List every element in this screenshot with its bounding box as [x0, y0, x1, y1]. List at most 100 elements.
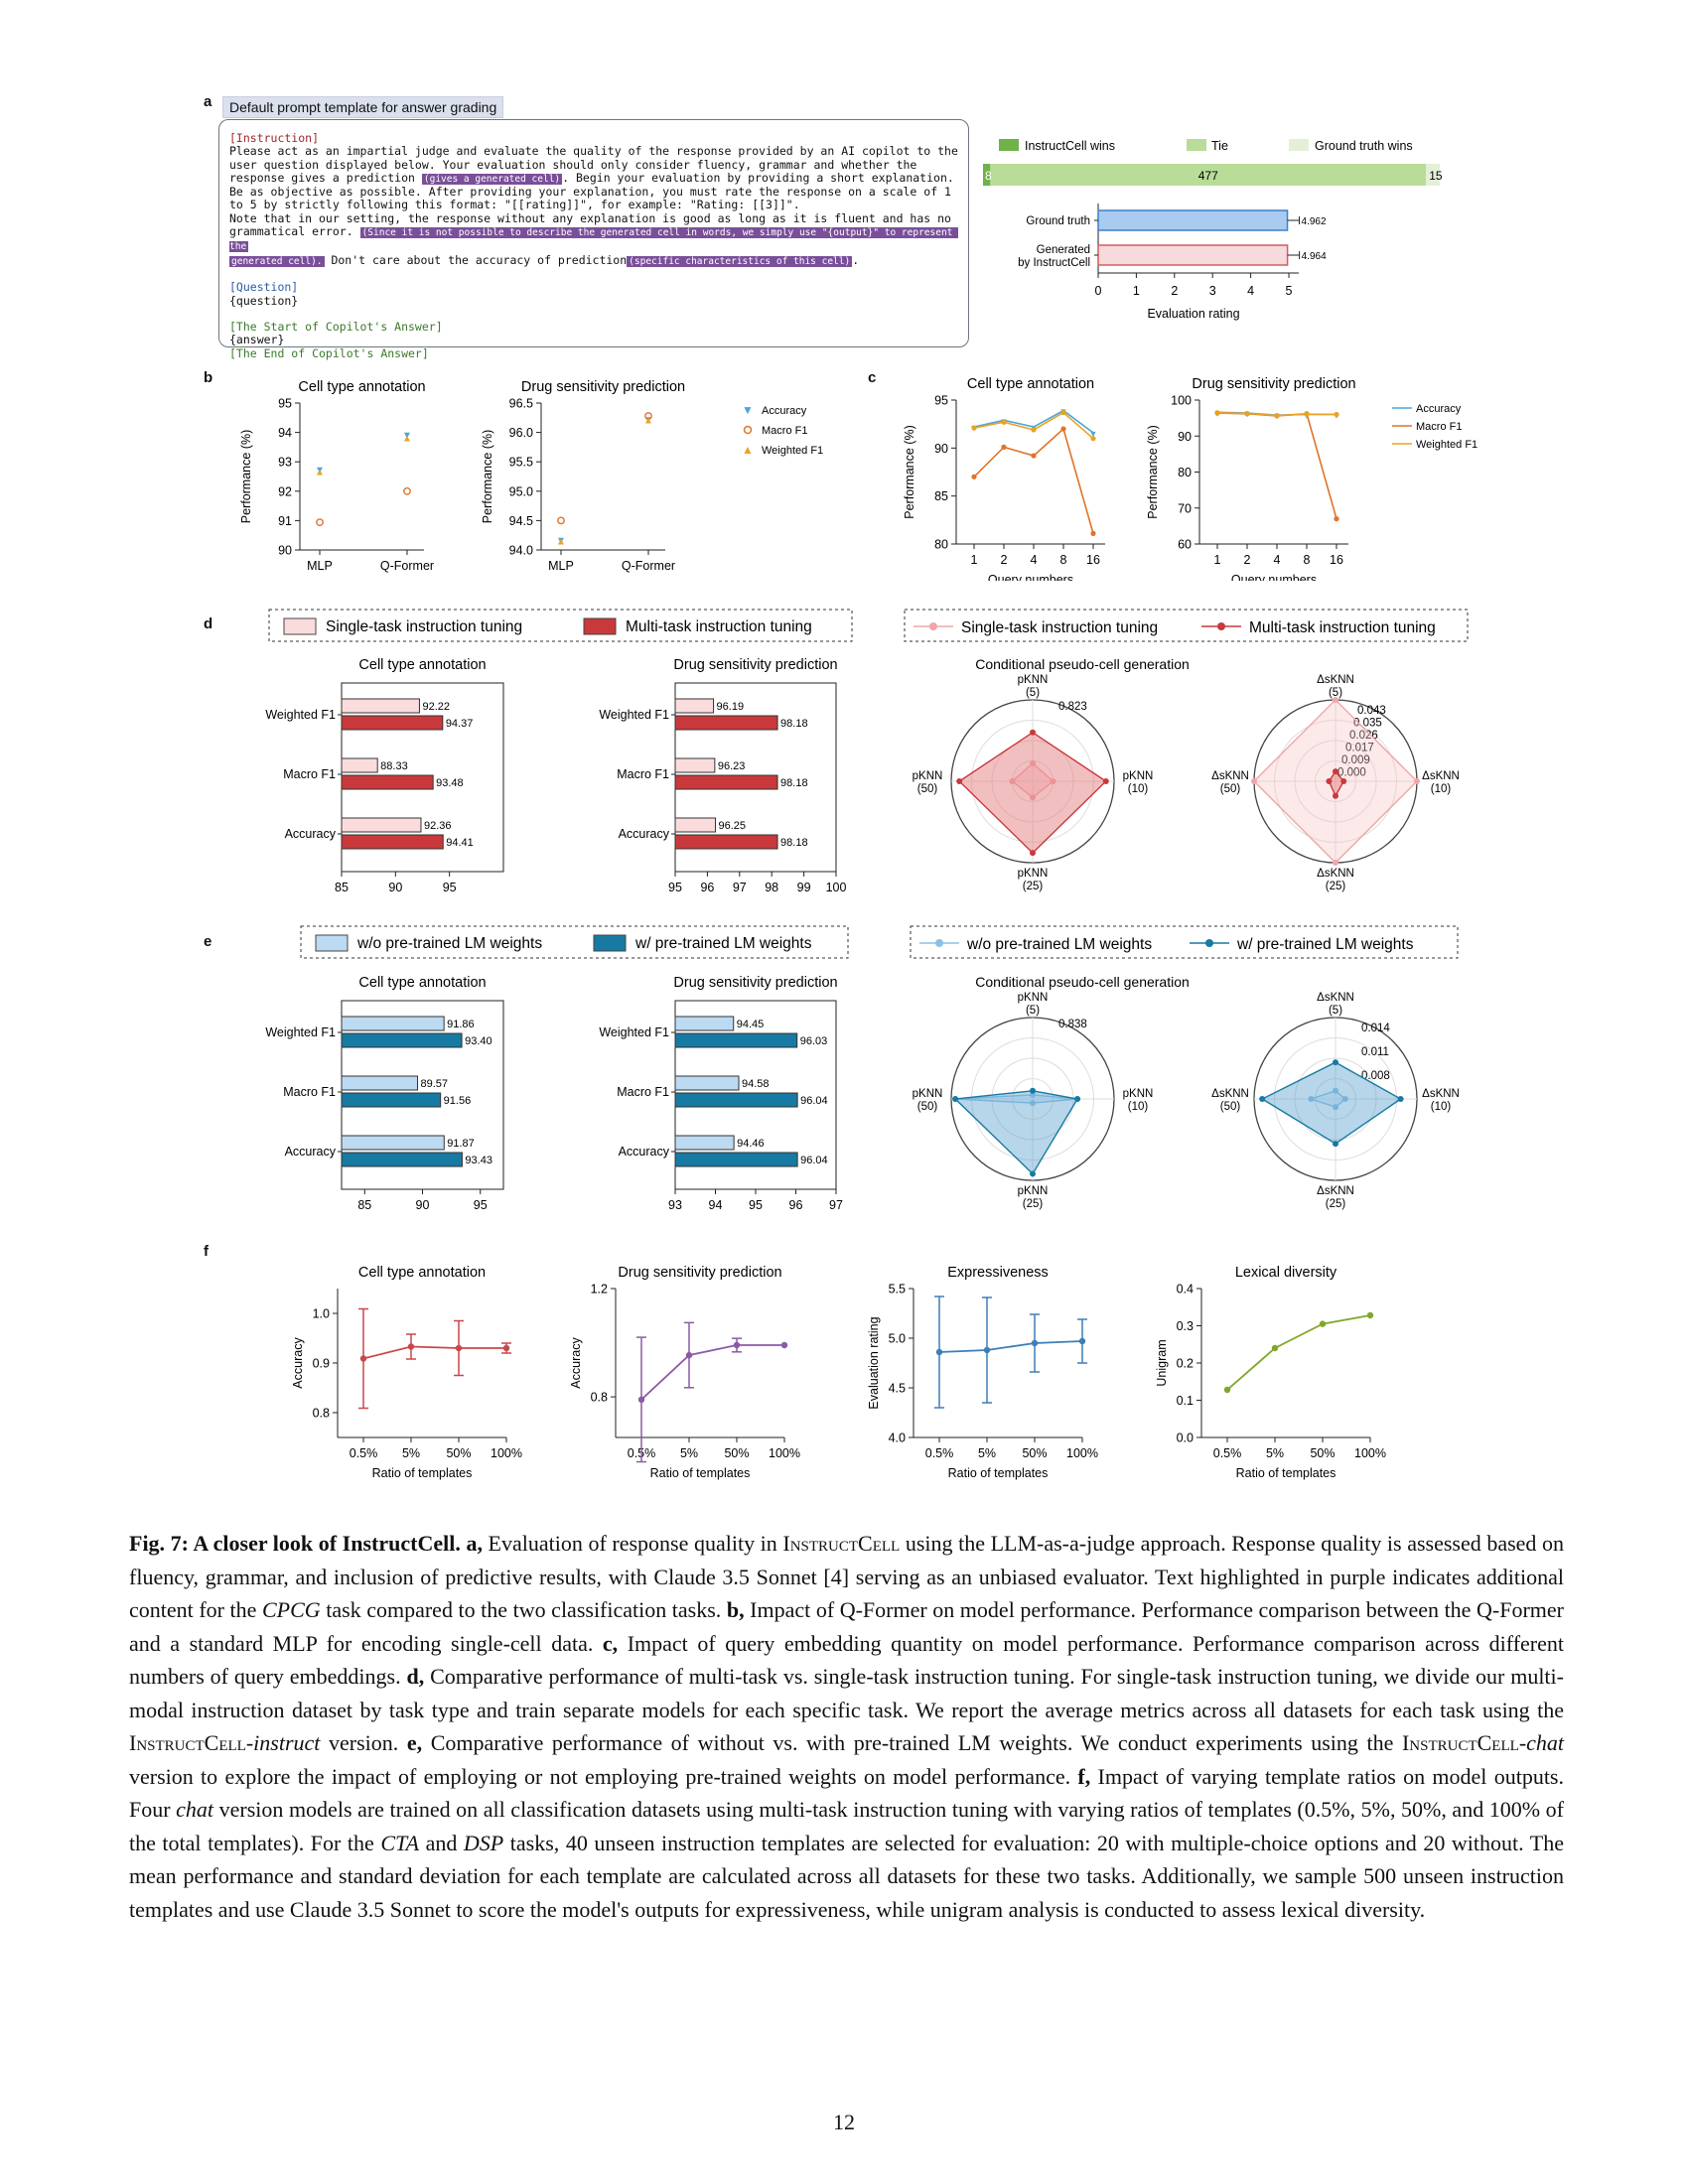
- x-axis-label: Query numbers: [1231, 573, 1317, 581]
- radar-axis-label: pKNN: [1018, 674, 1049, 686]
- caption-instructcell: InstructCell: [1401, 1730, 1519, 1755]
- radar-axis-label: (25): [1326, 1198, 1346, 1210]
- bar: [341, 1152, 463, 1167]
- prompt-line: to 5 by strictly following this format: …: [229, 198, 800, 212]
- x-tick-label: 50%: [724, 1446, 749, 1460]
- legend-e-label: w/ pre-trained LM weights: [634, 935, 812, 952]
- purple-highlight: (specific characteristics of this cell): [627, 255, 853, 267]
- x-tick-label: 2: [1171, 284, 1178, 298]
- series-line: [640, 1344, 784, 1401]
- y-tick-label: 85: [934, 489, 948, 503]
- bar-value-label: 92.36: [424, 820, 452, 832]
- radar-axis-label: (25): [1023, 1198, 1044, 1210]
- data-point-weighted-f1: ▲: [556, 537, 566, 548]
- y-tick-label: 0.2: [1177, 1357, 1194, 1371]
- radar-axis-label: pKNN: [913, 1088, 943, 1100]
- bar: [341, 1135, 445, 1151]
- legend-c-label: Accuracy: [1416, 403, 1462, 415]
- bar-value-label: 91.87: [447, 1138, 475, 1150]
- radar-tick-label: 0.823: [1058, 701, 1087, 713]
- bar-value-label: 94.37: [446, 718, 474, 730]
- y-tick-label: 4.0: [889, 1432, 906, 1445]
- legend-e-bars: w/o pre-trained LM weights w/ pre-traine…: [300, 925, 849, 959]
- bar: [674, 715, 778, 731]
- bar: [341, 1032, 463, 1048]
- y-tick-label: 60: [1178, 538, 1192, 552]
- x-tick-label: 8: [1060, 553, 1067, 567]
- chart-b-drug: Drug sensitivity prediction 94.0 94.5 95.0 9…: [481, 379, 685, 573]
- legend-b-label: Macro F1: [762, 425, 807, 437]
- chart-f-cell-type: Cell type annotation 0.8 0.9 1.0 0.5% 5% 50% 10…: [291, 1265, 522, 1480]
- legend-swatch-single: [283, 617, 317, 635]
- bar-value-label: 96.23: [718, 760, 746, 772]
- x-tick-label: 95: [474, 1198, 488, 1212]
- x-tick-label: 16: [1086, 553, 1100, 567]
- legend-e-label: w/o pre-trained LM weights: [966, 936, 1152, 953]
- x-tick-label: 98: [765, 881, 778, 894]
- y-axis-label: Performance (%): [903, 425, 916, 518]
- circle-icon: [935, 939, 943, 947]
- series-line: [1226, 1314, 1371, 1391]
- purple-highlight: (gives a generated cell): [421, 173, 563, 185]
- x-tick-label: 2: [1244, 553, 1251, 567]
- data-point: [1244, 410, 1250, 417]
- data-point-macro-f1: [557, 516, 565, 525]
- category-label: Weighted F1: [265, 708, 336, 722]
- data-point: [1334, 516, 1339, 522]
- y-tick-label: 90: [1178, 430, 1192, 444]
- radar-point: [952, 1096, 959, 1102]
- prompt-line: .: [852, 252, 860, 267]
- data-point: [971, 425, 977, 431]
- radar-point: [1340, 778, 1347, 784]
- y-axis-label: Accuracy: [291, 1337, 305, 1389]
- x-tick-label: 50%: [1310, 1446, 1335, 1460]
- radar-point: [1251, 778, 1257, 784]
- caption-instructcell: InstructCell: [129, 1730, 246, 1755]
- x-tick-label: 95: [668, 881, 682, 894]
- x-tick-label: 5%: [978, 1446, 996, 1460]
- circle-icon: [929, 622, 937, 630]
- series-line: [938, 1340, 1083, 1353]
- x-tick-label: 50%: [446, 1446, 471, 1460]
- bar-value-label: 88.33: [380, 760, 408, 772]
- legend-d-label: Single-task instruction tuning: [326, 618, 522, 635]
- data-point: [1060, 426, 1066, 432]
- category-label: Weighted F1: [599, 1025, 669, 1039]
- x-tick-label: 90: [416, 1198, 430, 1212]
- y-tick-label: 94: [278, 426, 292, 440]
- stack-label-wins: 8: [985, 169, 992, 183]
- bar: [341, 1075, 418, 1091]
- bar-value-label: 93.43: [465, 1155, 492, 1166]
- caption-instruct: -instruct: [245, 1730, 321, 1755]
- category-label: Accuracy: [285, 827, 337, 841]
- radar-axis-label: ΔsKNN: [1317, 1185, 1354, 1197]
- x-tick-label: 96: [700, 881, 714, 894]
- radar-tick-label: 0.043: [1357, 705, 1386, 717]
- legend-c-label: Weighted F1: [1416, 439, 1477, 451]
- x-tick-label: 5%: [402, 1446, 420, 1460]
- x-axis-label: Evaluation rating: [1147, 307, 1239, 321]
- category-label: Macro F1: [617, 767, 669, 781]
- caption-chat: chat: [176, 1797, 214, 1822]
- bar: [674, 1092, 798, 1108]
- bar: [674, 1075, 740, 1091]
- radar-axis-label: pKNN: [913, 770, 943, 782]
- chart-title: Drug sensitivity prediction: [1192, 376, 1355, 392]
- prompt-line: Note that in our setting, the response w…: [229, 210, 951, 225]
- data-point-macro-f1: [403, 486, 411, 495]
- judge-stacked-bar: 8 477 15: [983, 164, 1443, 186]
- y-axis-label: Performance (%): [239, 430, 253, 523]
- legend-d-bars: Single-task instruction tuning Multi-tas…: [268, 609, 853, 642]
- rating-value: 4.962: [1302, 216, 1327, 227]
- y-tick-label: 0.0: [1177, 1432, 1194, 1445]
- rating-label: Ground truth: [1026, 215, 1090, 227]
- x-tick-label: 96: [789, 1198, 803, 1212]
- bar-value-label: 89.57: [420, 1078, 448, 1090]
- radar-axis-label: (10): [1431, 1101, 1452, 1113]
- radar-axis-label: (10): [1431, 783, 1452, 795]
- radar-point: [1333, 768, 1338, 775]
- rating-label: by InstructCell: [1018, 257, 1090, 269]
- caption-text: tasks, 40 unseen instruction templates a…: [129, 1830, 1564, 1922]
- chart-title: Expressiveness: [947, 1265, 1049, 1281]
- answer-end-tag: [The End of Copilot's Answer]: [229, 345, 429, 360]
